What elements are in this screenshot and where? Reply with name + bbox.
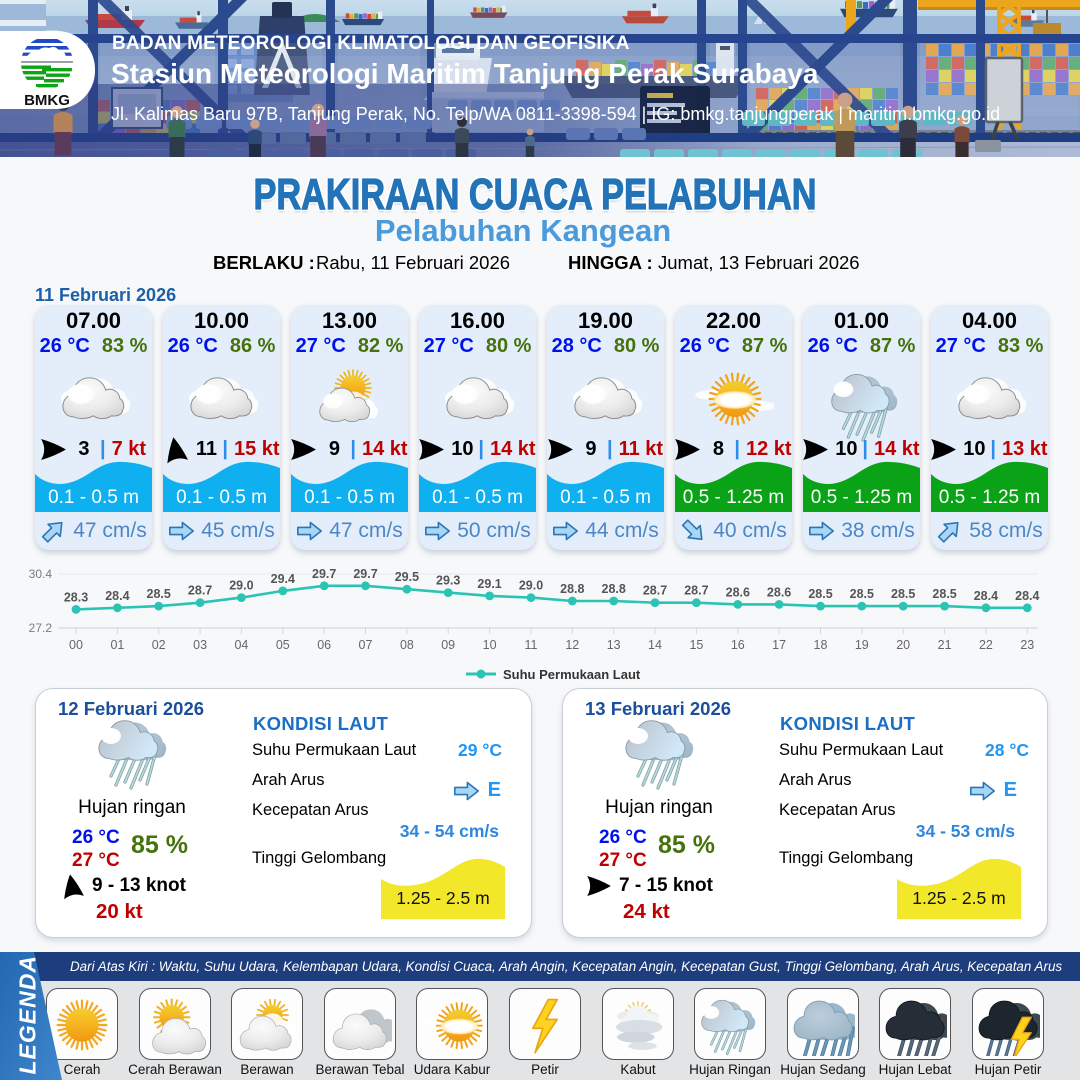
svg-text:19: 19 (855, 638, 869, 652)
svg-text:1.25 - 2.5 m: 1.25 - 2.5 m (396, 888, 489, 908)
svg-text:09: 09 (441, 638, 455, 652)
svg-text:28.4: 28.4 (1015, 589, 1039, 603)
svg-text:12: 12 (565, 638, 579, 652)
svg-text:28.5: 28.5 (891, 587, 915, 601)
svg-text:28.3: 28.3 (64, 590, 88, 604)
svg-text:17: 17 (772, 638, 786, 652)
svg-text:10: 10 (483, 638, 497, 652)
svg-text:08: 08 (400, 638, 414, 652)
svg-text:23: 23 (1020, 638, 1034, 652)
svg-text:03: 03 (193, 638, 207, 652)
svg-text:28.7: 28.7 (684, 584, 708, 598)
svg-text:28.8: 28.8 (560, 582, 584, 596)
svg-text:27.2: 27.2 (29, 621, 53, 635)
svg-text:22: 22 (979, 638, 993, 652)
svg-text:28.8: 28.8 (602, 582, 626, 596)
svg-text:29.5: 29.5 (395, 570, 419, 584)
svg-text:02: 02 (152, 638, 166, 652)
svg-text:29.7: 29.7 (312, 567, 336, 581)
svg-text:29.1: 29.1 (477, 577, 501, 591)
svg-text:06: 06 (317, 638, 331, 652)
svg-text:28.5: 28.5 (850, 587, 874, 601)
svg-text:20: 20 (896, 638, 910, 652)
svg-text:04: 04 (234, 638, 248, 652)
svg-text:28.5: 28.5 (932, 587, 956, 601)
svg-text:18: 18 (814, 638, 828, 652)
svg-text:01: 01 (110, 638, 124, 652)
svg-text:29.3: 29.3 (436, 574, 460, 588)
svg-text:28.4: 28.4 (105, 589, 129, 603)
svg-text:29.0: 29.0 (229, 579, 253, 593)
svg-text:28.5: 28.5 (147, 587, 171, 601)
svg-text:16: 16 (731, 638, 745, 652)
svg-text:29.7: 29.7 (353, 567, 377, 581)
svg-text:11: 11 (525, 638, 538, 652)
svg-text:28.7: 28.7 (643, 584, 667, 598)
svg-text:29.0: 29.0 (519, 579, 543, 593)
svg-text:30.4: 30.4 (29, 567, 53, 581)
svg-text:28.7: 28.7 (188, 584, 212, 598)
svg-text:21: 21 (938, 638, 952, 652)
svg-text:28.6: 28.6 (767, 585, 791, 599)
svg-text:15: 15 (689, 638, 703, 652)
svg-text:05: 05 (276, 638, 290, 652)
svg-text:07: 07 (359, 638, 373, 652)
svg-text:00: 00 (69, 638, 83, 652)
svg-text:28.5: 28.5 (808, 587, 832, 601)
svg-text:1.25 - 2.5 m: 1.25 - 2.5 m (912, 888, 1005, 908)
svg-text:13: 13 (607, 638, 621, 652)
svg-text:14: 14 (648, 638, 662, 652)
svg-text:Suhu Permukaan Laut: Suhu Permukaan Laut (503, 667, 641, 682)
svg-text:29.4: 29.4 (271, 572, 295, 586)
svg-text:28.6: 28.6 (726, 585, 750, 599)
svg-text:28.4: 28.4 (974, 589, 998, 603)
